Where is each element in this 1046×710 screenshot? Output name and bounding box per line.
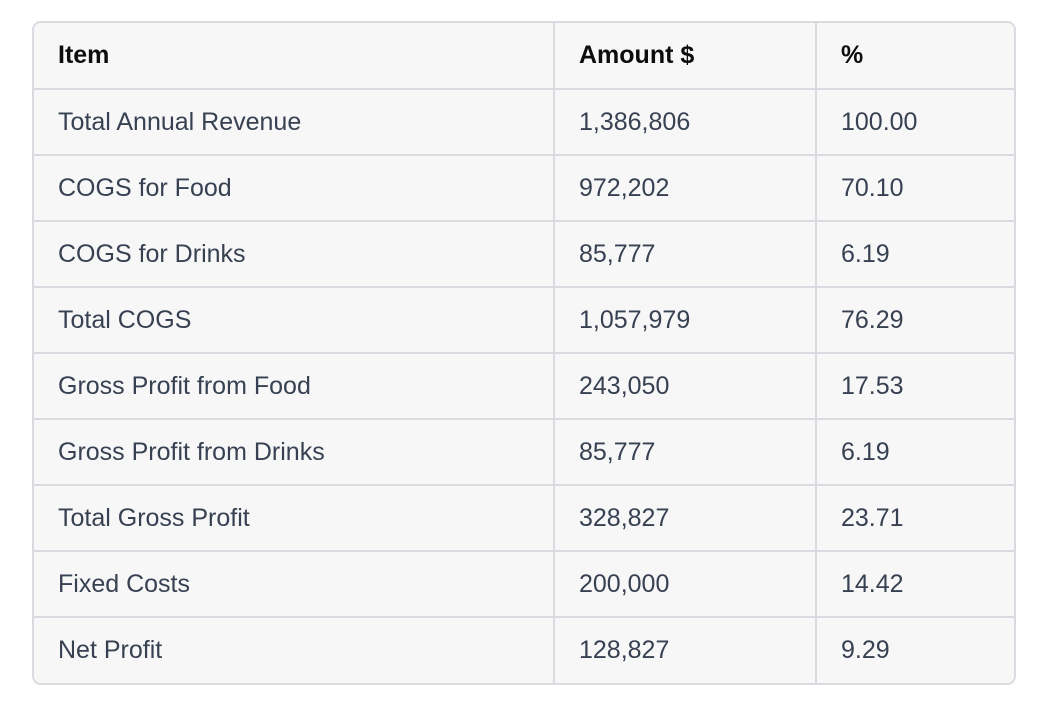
table-row: Fixed Costs 200,000 14.42 (34, 550, 1014, 617)
cell-percent: 14.42 (815, 550, 1014, 617)
table-row: Gross Profit from Food 243,050 17.53 (34, 352, 1014, 419)
header-item: Item (34, 23, 554, 90)
cell-item: Fixed Costs (34, 550, 554, 617)
table-row: COGS for Food 972,202 70.10 (34, 154, 1014, 221)
cell-amount: 1,057,979 (553, 286, 816, 353)
cell-item: Gross Profit from Food (34, 352, 554, 419)
cell-percent: 17.53 (815, 352, 1014, 419)
cell-amount: 972,202 (553, 154, 816, 221)
cell-percent: 100.00 (815, 89, 1014, 155)
cell-percent: 76.29 (815, 286, 1014, 353)
cell-item: COGS for Food (34, 154, 554, 221)
table-row: Total Gross Profit 328,827 23.71 (34, 484, 1014, 551)
table-row: Net Profit 128,827 9.29 (34, 616, 1014, 683)
header-percent: % (815, 23, 1014, 90)
table-body: Total Annual Revenue 1,386,806 100.00 CO… (34, 89, 1014, 683)
cell-amount: 85,777 (553, 418, 816, 485)
header-amount: Amount $ (553, 23, 816, 90)
table-header: Item Amount $ % (34, 23, 1014, 90)
cell-amount: 128,827 (553, 616, 816, 683)
cell-item: Gross Profit from Drinks (34, 418, 554, 485)
table-row: Total COGS 1,057,979 76.29 (34, 286, 1014, 353)
cell-amount: 243,050 (553, 352, 816, 419)
cell-item: Total Gross Profit (34, 484, 554, 551)
cell-item: Net Profit (34, 616, 554, 683)
cell-amount: 328,827 (553, 484, 816, 551)
table-row: COGS for Drinks 85,777 6.19 (34, 220, 1014, 287)
cell-item: Total Annual Revenue (58, 107, 302, 136)
header-row: Item Amount $ % (34, 23, 1014, 90)
cell-percent: 6.19 (815, 418, 1014, 485)
cell-amount: 200,000 (553, 550, 816, 617)
cell-percent: 6.19 (815, 220, 1014, 287)
cell-percent: 70.10 (815, 154, 1014, 221)
financial-table: Item Amount $ % Total Annual Revenue 1,3… (34, 23, 1014, 683)
cell-item: Total COGS (34, 286, 554, 353)
cell-percent: 23.71 (815, 484, 1014, 551)
table-row: Gross Profit from Drinks 85,777 6.19 (34, 418, 1014, 485)
cell-amount: 85,777 (553, 220, 816, 287)
table-row: Total Annual Revenue 1,386,806 100.00 (34, 89, 1014, 155)
cell-amount: 1,386,806 (553, 89, 816, 155)
cell-percent: 9.29 (815, 616, 1014, 683)
financial-table-container: Item Amount $ % Total Annual Revenue 1,3… (32, 21, 1016, 685)
cell-item: COGS for Drinks (34, 220, 554, 287)
